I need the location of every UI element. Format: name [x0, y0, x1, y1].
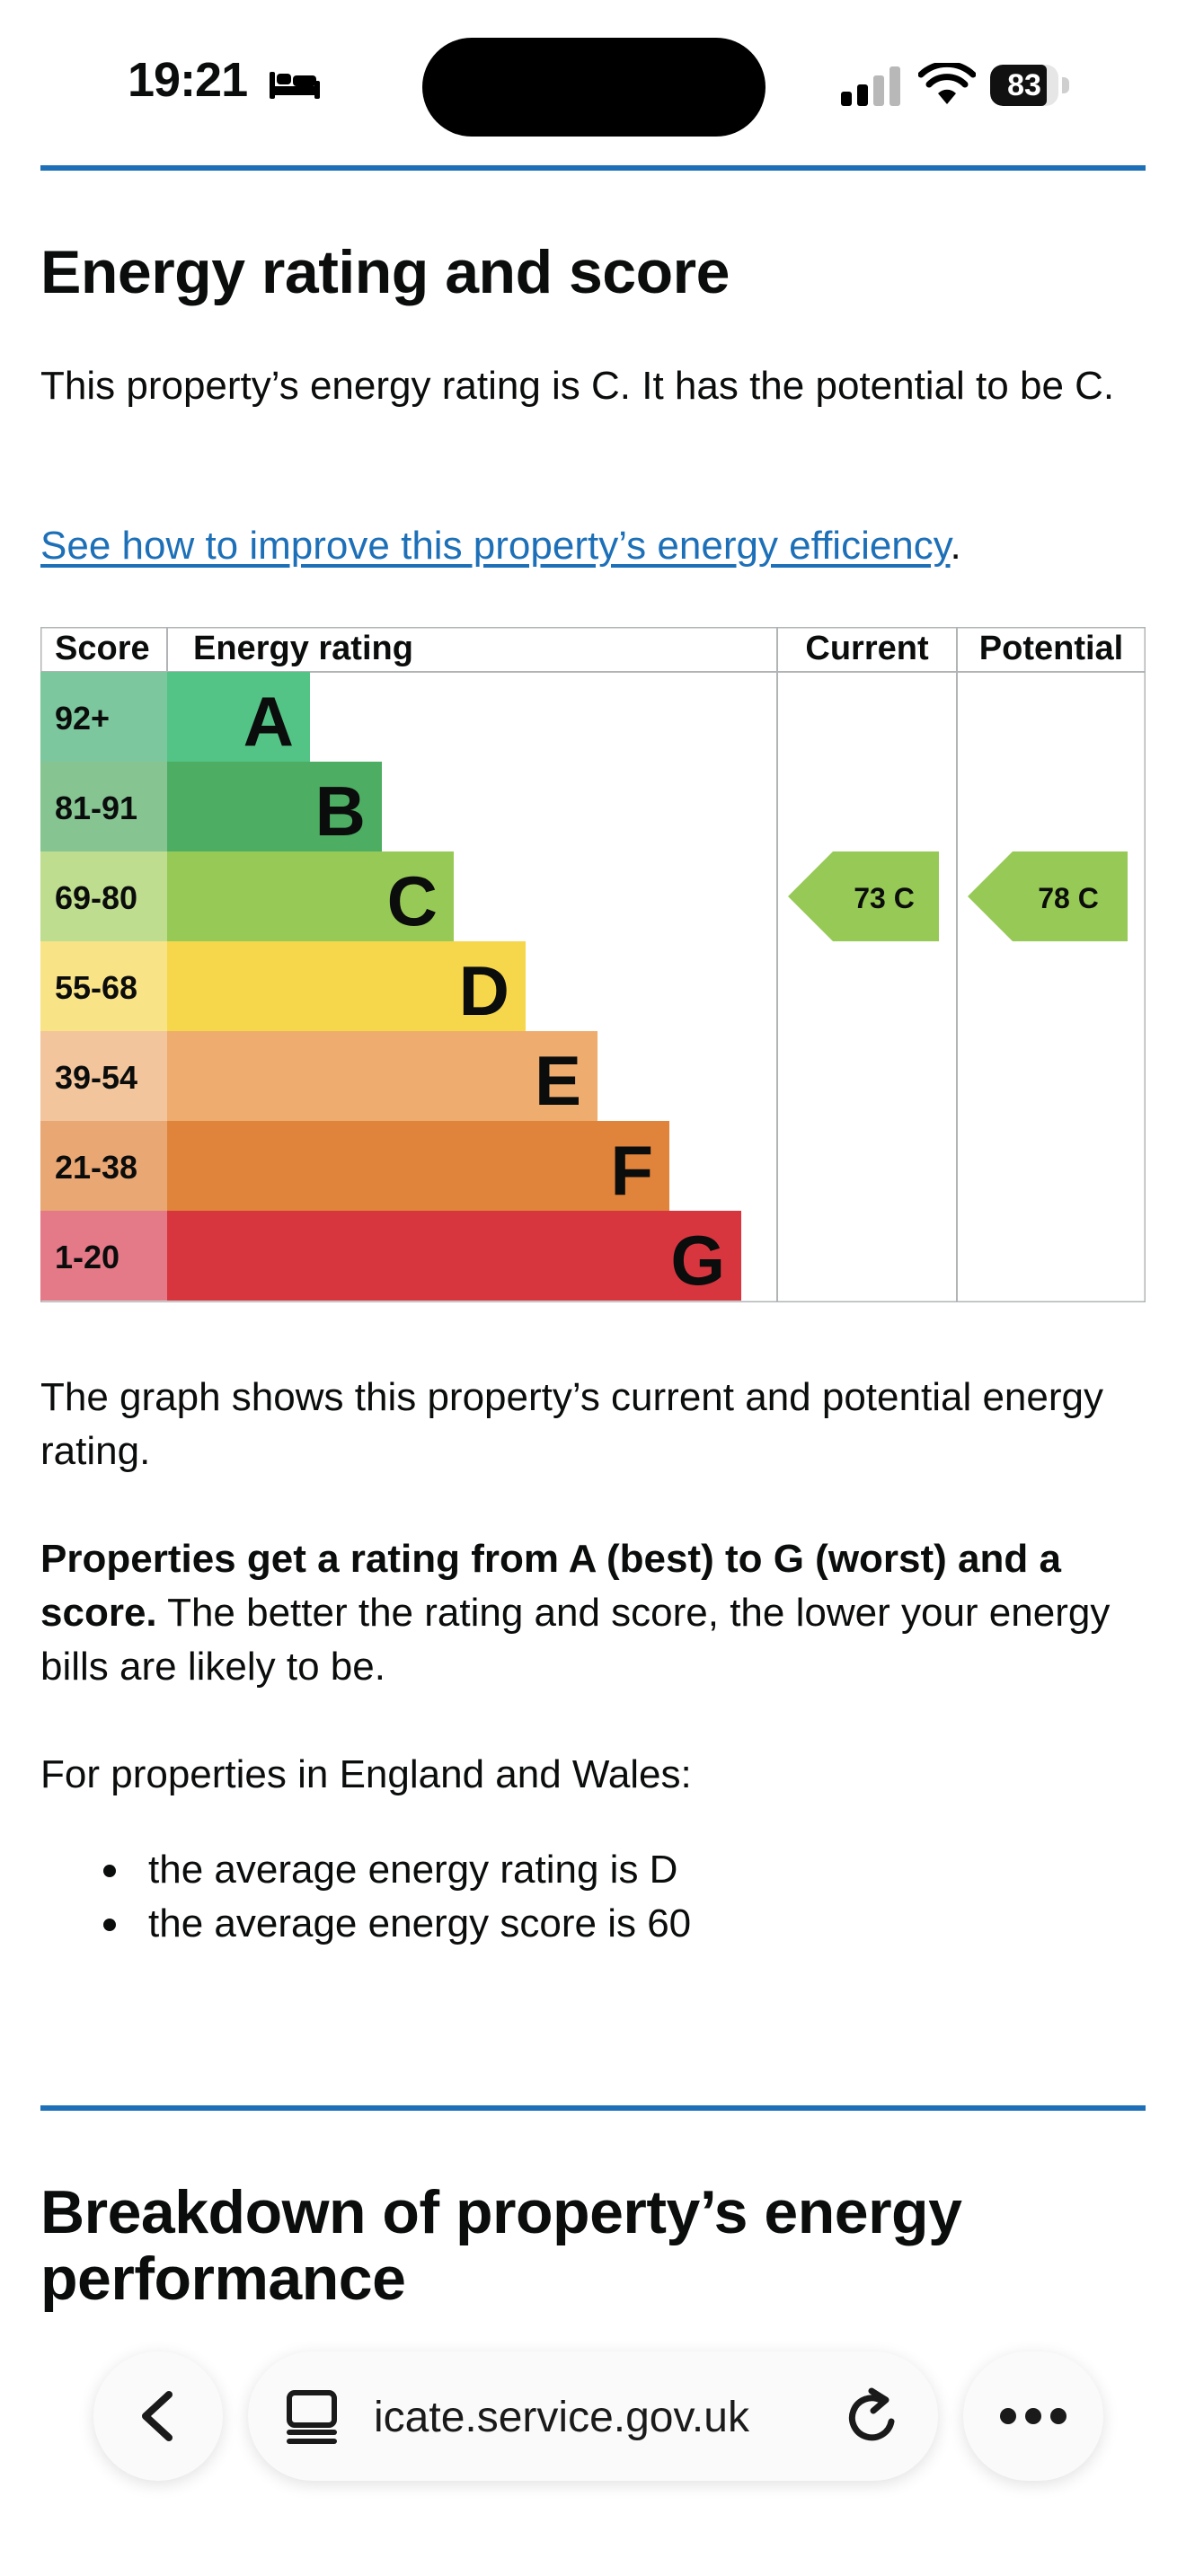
reload-icon[interactable] — [845, 2387, 904, 2447]
rating-band-a — [167, 672, 310, 762]
chart-header-score: Score — [55, 630, 150, 667]
dynamic-island — [422, 38, 766, 137]
score-cell-e — [40, 1031, 167, 1121]
score-label-g: 1-20 — [55, 1239, 119, 1275]
score-label-f: 21-38 — [55, 1149, 137, 1186]
potential-rating-arrow-label: 78 C — [1038, 882, 1099, 914]
rating-band-d — [167, 941, 526, 1031]
section-heading-energy-rating: Energy rating and score — [40, 238, 730, 306]
address-bar[interactable]: icate.service.gov.uk — [248, 2351, 938, 2481]
score-label-b: 81-91 — [55, 790, 137, 826]
tab-page-icon — [287, 2390, 337, 2444]
rating-explainer: Properties get a rating from A (best) to… — [40, 1532, 1146, 1694]
rating-letter-c: C — [387, 861, 438, 940]
chart-header-potential: Potential — [979, 630, 1123, 667]
rating-letter-e: E — [535, 1041, 581, 1120]
rating-explainer-rest: The better the rating and score, the low… — [40, 1591, 1111, 1689]
rating-explainer-bold: Properties get a rating from A (best) to… — [40, 1537, 1061, 1635]
list-item: the average energy score is 60 — [40, 1897, 691, 1951]
section-divider — [40, 2105, 1146, 2111]
chart-header-energy-rating: Energy rating — [193, 630, 413, 667]
england-wales-label: For properties in England and Wales: — [40, 1752, 692, 1796]
potential-rating-arrow — [968, 851, 1128, 941]
back-arrow-icon — [142, 2391, 173, 2441]
improve-paragraph: See how to improve this property’s energ… — [40, 519, 1146, 573]
battery-percent: 83 — [1007, 68, 1041, 102]
back-button[interactable] — [93, 2351, 223, 2481]
score-label-a: 92+ — [55, 700, 110, 737]
section-divider — [40, 165, 1146, 171]
rating-letter-d: D — [459, 951, 509, 1030]
energy-rating-chart-svg: Score Energy rating Current Potential 92+ A 81… — [40, 627, 1146, 1302]
status-bar: 19:21 83 — [0, 0, 1186, 162]
score-cell-g — [40, 1211, 167, 1301]
rating-letter-b: B — [315, 772, 366, 851]
rating-band-e — [167, 1031, 597, 1121]
rating-band-b — [167, 762, 382, 851]
score-label-c: 69-80 — [55, 879, 137, 916]
rating-letter-a: A — [243, 682, 294, 761]
status-time: 19:21 — [128, 53, 248, 107]
rating-band-g — [167, 1211, 741, 1301]
rating-band-f — [167, 1121, 669, 1211]
list-item: the average energy rating is D — [40, 1843, 691, 1897]
section-heading-breakdown: Breakdown of property’s energy performan… — [40, 2178, 962, 2313]
rating-letter-g: G — [670, 1221, 725, 1300]
rating-band-c — [167, 851, 454, 941]
battery-icon: 83 — [990, 65, 1071, 106]
bed-icon — [270, 72, 320, 99]
more-dots-icon — [1000, 2408, 1067, 2424]
more-options-button[interactable] — [963, 2351, 1103, 2481]
current-rating-arrow-label: 73 C — [854, 882, 915, 914]
rating-letter-f: F — [610, 1131, 653, 1210]
score-label-d: 55-68 — [55, 969, 137, 1006]
averages-list: the average energy rating is D the avera… — [40, 1843, 691, 1951]
score-cell-d — [40, 941, 167, 1031]
current-rating-arrow — [788, 851, 939, 941]
graph-note: The graph shows this property’s current … — [40, 1375, 1103, 1473]
improve-efficiency-link[interactable]: See how to improve this property’s energ… — [40, 524, 951, 568]
score-cell-a — [40, 672, 167, 762]
improve-link-period: . — [950, 524, 961, 568]
rating-intro: This property’s energy rating is C. It h… — [40, 364, 1115, 408]
energy-rating-chart: Score Energy rating Current Potential 92+ A 81… — [40, 627, 1146, 1302]
score-cell-c — [40, 851, 167, 941]
score-label-e: 39-54 — [55, 1059, 137, 1096]
score-cell-b — [40, 762, 167, 851]
chart-header-current: Current — [805, 630, 929, 667]
url-text: icate.service.gov.uk — [374, 2394, 749, 2441]
wifi-icon — [918, 63, 976, 104]
score-cell-f — [40, 1121, 167, 1211]
cellular-signal-icon — [841, 66, 900, 106]
